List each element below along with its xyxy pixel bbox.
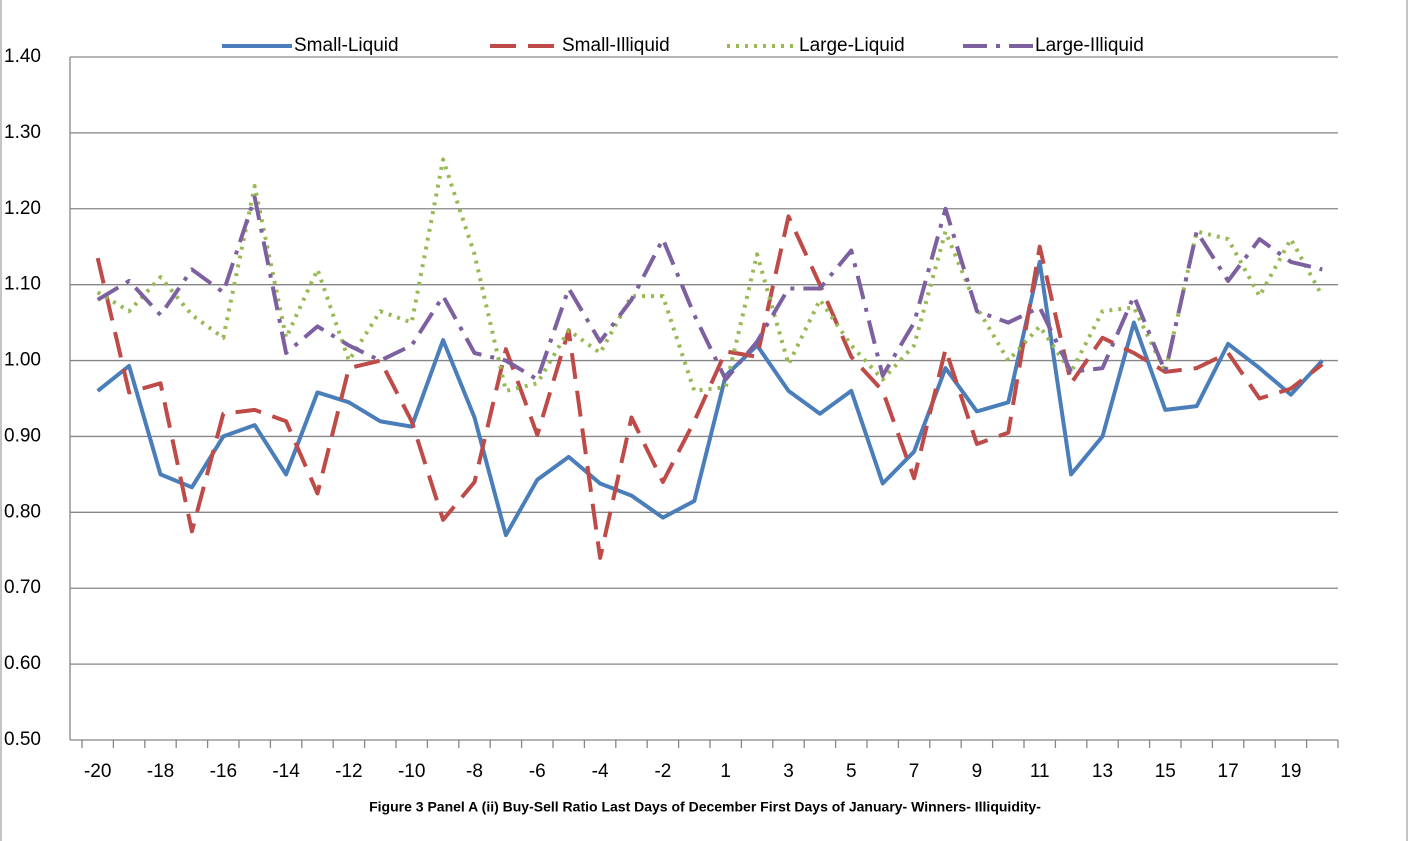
x-tick-label: 3 [783,761,794,782]
y-tick-label: 1.40 [4,46,41,67]
x-tick-label: -20 [84,761,111,782]
legend-label: Large-Illiquid [1035,35,1144,56]
series-line [96,259,1324,538]
series-line [95,214,1324,560]
y-tick-label: 0.80 [4,501,41,522]
legend-label: Small-Liquid [294,35,399,56]
x-tick-label: 17 [1218,761,1239,782]
y-tick-label: 1.30 [4,122,41,143]
x-tick-label: 7 [909,761,920,782]
x-tick-label: 1 [720,761,731,782]
x-tick-label: -4 [592,761,609,782]
x-tick-label: -16 [210,761,237,782]
x-tick-label: 15 [1155,761,1176,782]
y-tick-label: 0.60 [4,653,41,674]
x-tick-label: 19 [1280,761,1301,782]
x-tick-label: 9 [972,761,983,782]
y-tick-label: 1.20 [4,198,41,219]
y-tick-label: 0.70 [4,577,41,598]
series-line [96,157,1325,393]
legend-label: Large-Liquid [799,35,905,56]
x-tick-label: 13 [1092,761,1113,782]
chart-title: Figure 3 Panel A (ii) Buy-Sell Ratio Las… [369,799,1041,815]
x-tick-label: -10 [398,761,425,782]
y-tick-label: 1.10 [4,274,41,295]
y-tick-label: 1.00 [4,350,41,371]
x-tick-label: 11 [1030,761,1050,782]
x-tick-label: 5 [846,761,857,782]
legend-label: Small-Illiquid [562,35,670,56]
x-tick-label: -18 [147,761,174,782]
x-tick-label: -14 [272,761,300,782]
series-line [96,195,1323,382]
x-tick-label: -12 [335,761,362,782]
x-tick-label: -6 [529,761,546,782]
x-tick-label: -8 [466,761,483,782]
x-tick-label: -2 [654,761,671,782]
y-tick-label: 0.90 [4,425,41,446]
y-tick-label: 0.50 [4,729,41,750]
